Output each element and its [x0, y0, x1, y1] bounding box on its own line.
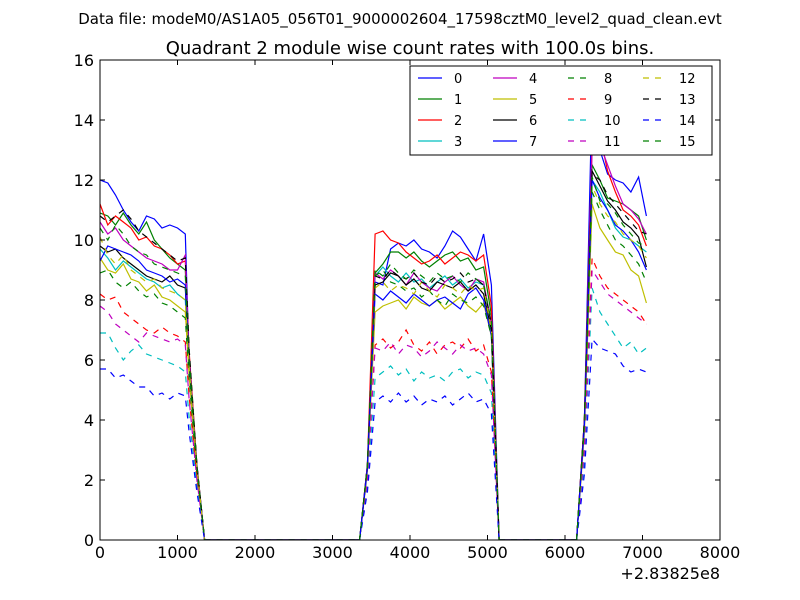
legend-entry-8: 8	[568, 72, 612, 87]
x-tick-label: 6000	[545, 543, 586, 562]
legend-entry-3: 3	[418, 135, 462, 150]
series-12-line	[100, 185, 647, 540]
legend-label: 10	[604, 114, 621, 129]
series-7-segment	[359, 287, 500, 540]
legend-entry-15: 15	[643, 135, 696, 150]
series-14-line	[100, 337, 647, 540]
series-2-segment	[359, 230, 500, 540]
series-8-segment	[100, 269, 206, 540]
legend-label: 14	[679, 114, 696, 129]
legend-label: 15	[679, 135, 696, 150]
y-tick-label: 16	[74, 51, 94, 70]
series-7-segment	[576, 179, 647, 540]
legend-entry-2: 2	[418, 114, 462, 129]
series-10-segment	[359, 365, 500, 540]
series-12-segment	[100, 236, 206, 540]
plot-frame	[99, 59, 721, 541]
legend-entry-13: 13	[643, 93, 696, 108]
series-1-segment	[359, 251, 500, 540]
legend-label: 12	[679, 72, 696, 87]
legend-label: 3	[454, 135, 462, 150]
x-tick-label: 3000	[312, 543, 353, 562]
series-10-line	[100, 287, 647, 540]
legend-entry-11: 11	[568, 135, 621, 150]
y-tick-label: 12	[74, 171, 94, 190]
series-15-segment	[100, 223, 206, 540]
x-tick-label: 5000	[467, 543, 508, 562]
legend-label: 6	[529, 114, 537, 129]
legend-label: 8	[604, 72, 612, 87]
legend-label: 2	[454, 114, 462, 129]
series-10-segment	[576, 287, 647, 540]
series-9-segment	[359, 328, 500, 540]
series-11-segment	[576, 268, 647, 540]
y-tick-label: 6	[84, 351, 94, 370]
x-tick-label: 1000	[157, 543, 198, 562]
y-tick-label: 8	[84, 291, 94, 310]
series-9-line	[100, 257, 647, 540]
legend-label: 7	[529, 135, 537, 150]
series-layer	[100, 92, 647, 540]
chart-title: Quadrant 2 module wise count rates with …	[166, 38, 655, 59]
series-13-segment	[100, 209, 206, 540]
legend-entry-0: 0	[418, 72, 462, 87]
legend-label: 11	[604, 135, 621, 150]
series-11-segment	[100, 305, 206, 540]
legend-entry-7: 7	[493, 135, 537, 150]
x-tick-label: 0	[95, 543, 105, 562]
legend-entry-5: 5	[493, 93, 537, 108]
series-15-segment	[359, 263, 500, 540]
y-tick-label: 14	[74, 111, 94, 130]
legend-entry-14: 14	[643, 114, 696, 129]
figure-suptitle: Data file: modeM0/AS1A05_056T01_90000026…	[78, 10, 722, 29]
series-14-segment	[359, 392, 500, 540]
legend-frame	[409, 65, 713, 156]
series-10-segment	[100, 332, 206, 540]
series-11-segment	[359, 341, 500, 540]
legend-label: 0	[454, 72, 462, 87]
y-tick-label: 10	[74, 231, 94, 250]
plot-area: 0 1000 2000 3000 4000 5000 6000 7000 80000246810…	[74, 51, 741, 562]
y-tick-label: 4	[84, 411, 94, 430]
series-9-segment	[576, 257, 647, 540]
y-tick-label: 2	[84, 471, 94, 490]
legend-label: 4	[529, 72, 537, 87]
legend-label: 1	[454, 93, 462, 108]
legend-entry-10: 10	[568, 114, 621, 129]
legend-entry-4: 4	[493, 72, 537, 87]
series-12-segment	[359, 281, 500, 540]
x-tick-label: 2000	[235, 543, 276, 562]
series-11-line	[100, 268, 647, 540]
legend-entry-1: 1	[418, 93, 462, 108]
y-tick-label: 0	[84, 531, 94, 550]
x-tick-label: 8000	[700, 543, 741, 562]
series-14-segment	[576, 337, 647, 540]
series-15-line	[100, 176, 647, 540]
legend-label: 9	[604, 93, 612, 108]
tick-layer: 0 1000 2000 3000 4000 5000 6000 7000 80000246810…	[74, 51, 741, 562]
x-tick-label: 4000	[390, 543, 431, 562]
legend-entry-12: 12	[643, 72, 696, 87]
legend-entry-9: 9	[568, 93, 612, 108]
legend-label: 13	[679, 93, 696, 108]
x-offset-label: +2.83825e8	[620, 564, 720, 583]
legend-entry-6: 6	[493, 114, 537, 129]
series-9-segment	[100, 293, 206, 540]
x-tick-label: 7000	[622, 543, 663, 562]
legend-label: 5	[529, 93, 537, 108]
